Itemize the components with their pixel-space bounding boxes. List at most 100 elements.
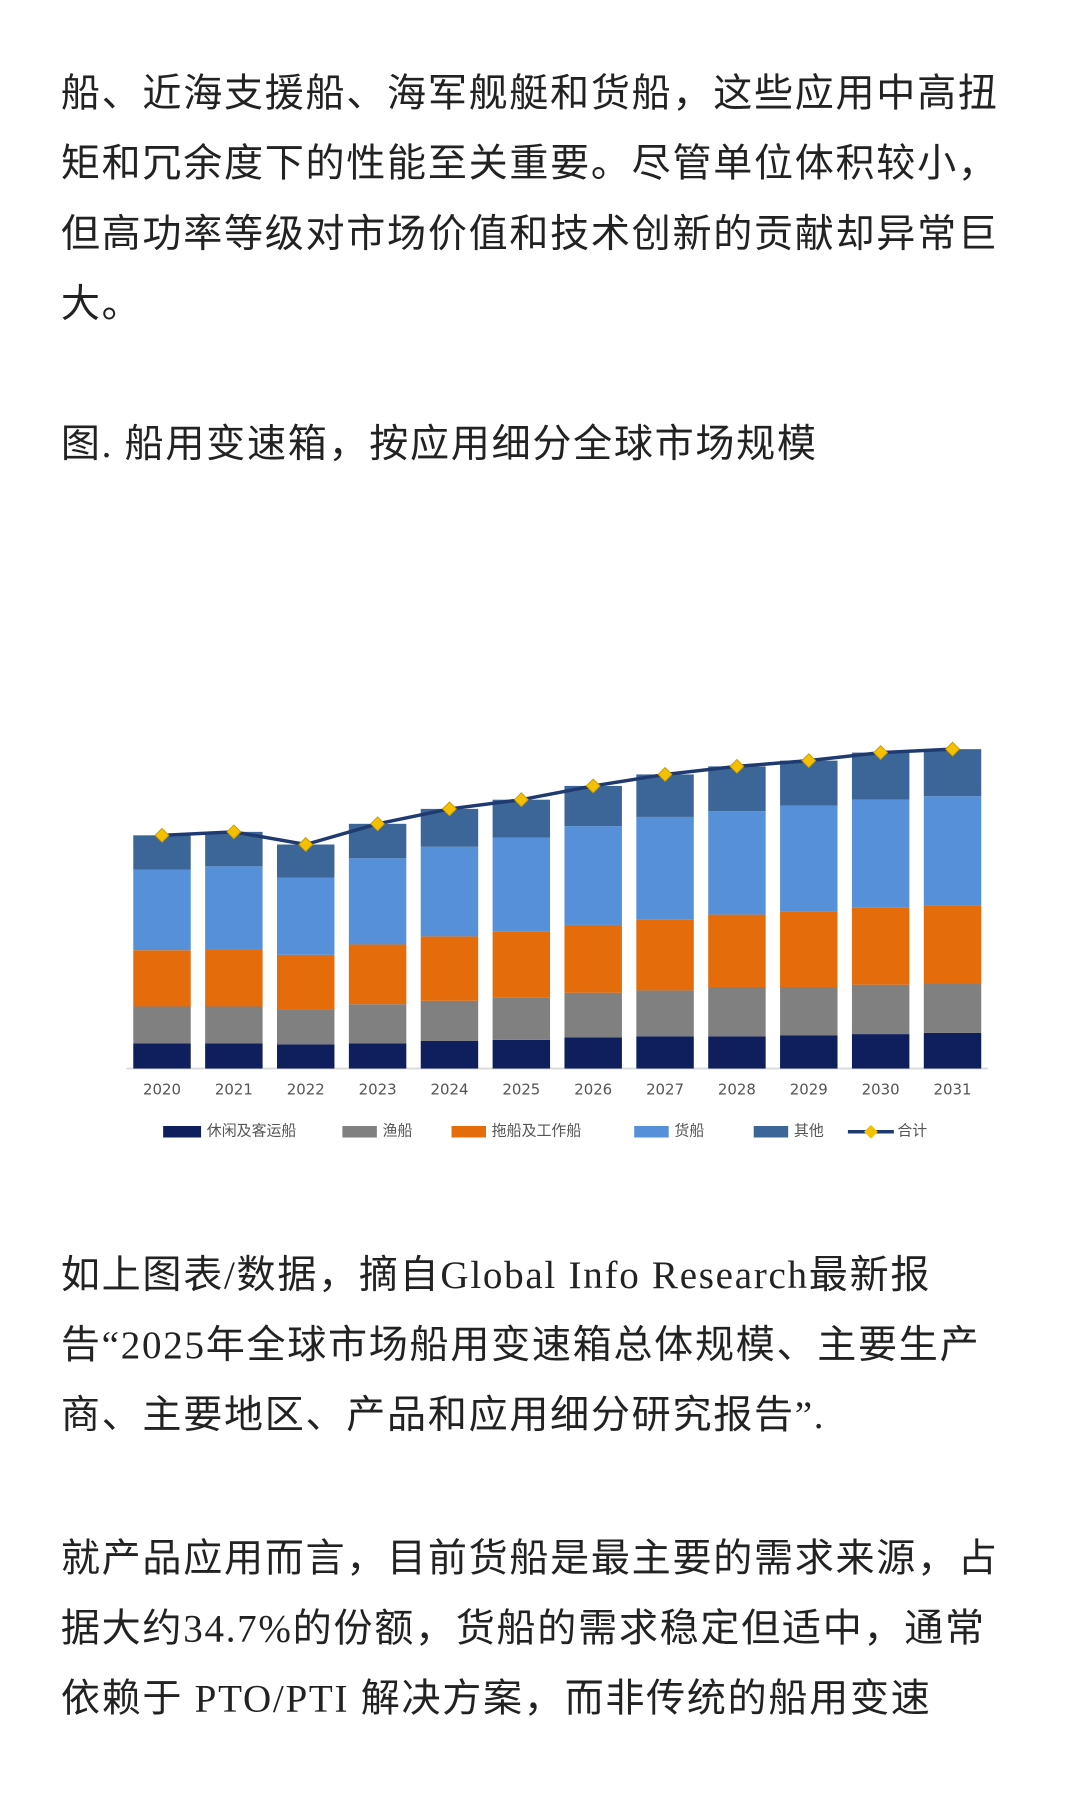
bar-segment [923, 983, 982, 1033]
bar-segment [205, 949, 263, 1007]
bar-segment [133, 1043, 191, 1069]
bar-segment [636, 816, 694, 920]
bar-segment [564, 826, 622, 925]
x-tick-label: 2020 [143, 1080, 181, 1098]
bar-segment [636, 990, 694, 1037]
legend-label: 休闲及客运船 [207, 1122, 297, 1140]
bar-segment [708, 811, 766, 915]
legend-swatch [451, 1125, 486, 1138]
bar-segment [348, 944, 407, 1005]
bar-segment [277, 1044, 335, 1069]
bar-segment [348, 858, 407, 945]
bar-segment [133, 1006, 191, 1044]
paragraph-line: 船、近海支援船、海军舰艇和货船，这些应用中高扭 [61, 73, 999, 116]
bar-segment [708, 914, 766, 987]
paragraph-line: 商、主要地区、产品和应用细分研究报告”. [61, 1394, 825, 1437]
bar-segment [492, 837, 551, 932]
x-tick-label: 2023 [359, 1080, 397, 1098]
bar-segment [851, 984, 910, 1035]
bar-segment [133, 950, 191, 1007]
x-tick-label: 2025 [502, 1080, 540, 1098]
total-marker [226, 824, 242, 840]
bar-segment [923, 749, 982, 797]
bar-segment [851, 799, 910, 908]
x-tick-label: 2021 [215, 1080, 253, 1098]
legend-swatch [753, 1125, 789, 1138]
paragraph-line: 矩和冗余度下的性能至关重要。尽管单位体积较小， [61, 143, 999, 186]
total-line [161, 747, 953, 847]
bar-segment [564, 992, 622, 1038]
x-tick-label: 2030 [862, 1080, 900, 1098]
bar-segment [492, 997, 551, 1040]
total-marker [729, 758, 745, 774]
legend-label: 其他 [794, 1122, 824, 1140]
bar-segment [636, 919, 694, 991]
total-marker [585, 778, 601, 794]
bar-segment [277, 1009, 335, 1045]
paragraph-line: 据大约34.7%的份额，货船的需求稳定但适中，通常 [61, 1608, 986, 1651]
bar-segment [923, 905, 982, 984]
total-marker [801, 753, 817, 769]
bar-segment [708, 1036, 766, 1069]
paragraph-line: 依赖于 PTO/PTI 解决方案，而非传统的船用变速 [61, 1678, 932, 1721]
legend-label: 拖船及工作船 [492, 1122, 582, 1140]
legend-label: 合计 [897, 1122, 927, 1140]
legend-swatch [163, 1125, 202, 1138]
legend-marker [864, 1124, 878, 1139]
bar-segment [923, 1032, 982, 1069]
total-marker [513, 792, 529, 808]
bar-segment [277, 877, 335, 955]
legend-swatch [634, 1125, 669, 1138]
bar-segment [780, 986, 838, 1036]
bar-segment [420, 1000, 479, 1041]
bar-segment [492, 1039, 551, 1069]
bar-segment [420, 846, 479, 937]
bar-segment [492, 931, 551, 998]
bar-segment [564, 1037, 622, 1069]
bar-segment [348, 1043, 407, 1069]
x-tick-label: 2028 [718, 1080, 756, 1098]
bar-segment [780, 911, 838, 987]
x-tick-label: 2022 [287, 1080, 325, 1098]
paragraph-line: 就产品应用而言，目前货船是最主要的需求来源，占 [61, 1538, 999, 1581]
paragraph-line: 但高功率等级对市场价值和技术创新的贡献却异常巨 [61, 213, 999, 256]
figure-caption: 图. 船用变速箱，按应用细分全球市场规模 [61, 423, 818, 466]
paragraph-line: 大。 [61, 283, 143, 326]
legend-label: 货船 [674, 1122, 704, 1140]
bar-segment [205, 1006, 263, 1044]
bar-segment [205, 866, 263, 950]
bar-segment [780, 805, 838, 912]
bar-segment [205, 1043, 263, 1069]
bar-segment [277, 954, 335, 1010]
x-tick-label: 2027 [646, 1080, 684, 1098]
bar-segment [133, 869, 191, 951]
bar-segment [348, 1004, 407, 1044]
total-marker [441, 801, 458, 817]
bar-segment [420, 1040, 479, 1069]
bar-segment [636, 1036, 694, 1069]
bar-segment [708, 986, 766, 1037]
paragraph-line: 告“2025年全球市场船用变速箱总体规模、主要生产 [61, 1324, 980, 1367]
legend-label: 渔船 [383, 1122, 413, 1140]
x-tick-label: 2029 [790, 1080, 828, 1098]
paragraph-line: 如上图表/数据，摘自Global Info Research最新报 [61, 1254, 931, 1297]
bar-segment [851, 907, 910, 985]
total-marker [944, 741, 961, 757]
legend-swatch [342, 1125, 377, 1138]
total-marker [154, 827, 170, 843]
x-tick-label: 2024 [430, 1080, 468, 1098]
total-marker [873, 745, 889, 761]
x-tick-label: 2026 [574, 1080, 612, 1098]
bar-segment [851, 752, 910, 800]
x-tick-label: 2031 [934, 1080, 972, 1098]
bar-segment [420, 936, 479, 1001]
total-marker [298, 836, 314, 853]
total-marker [370, 816, 386, 832]
bar-segment [923, 796, 982, 906]
total-marker [657, 766, 673, 782]
bar-segment [780, 1035, 838, 1069]
bar-segment [564, 924, 622, 993]
bar-segment [851, 1034, 910, 1069]
